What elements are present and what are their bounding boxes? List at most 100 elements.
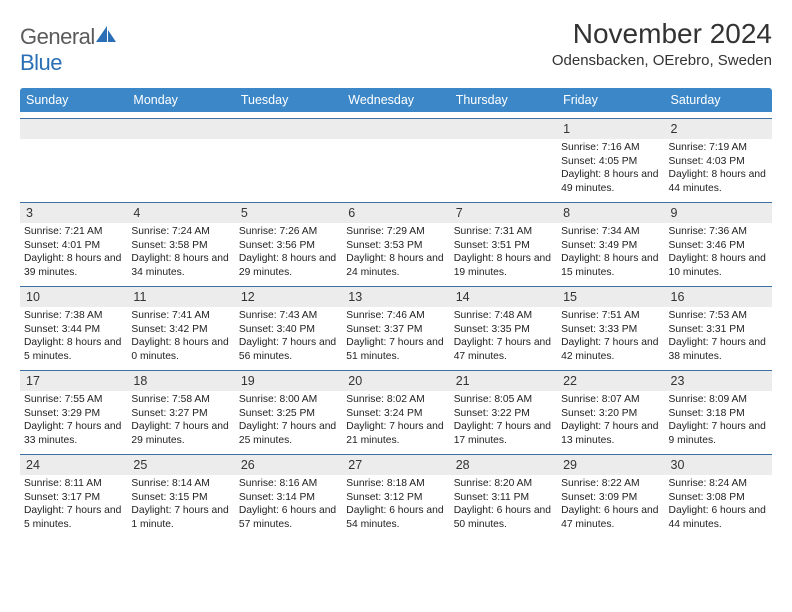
day-details: Sunrise: 7:41 AMSunset: 3:42 PMDaylight:… xyxy=(127,307,234,367)
empty-day xyxy=(235,118,342,139)
sunset-text: Sunset: 3:18 PM xyxy=(669,407,768,421)
day-number: 18 xyxy=(127,370,234,391)
calendar-grid: Sunday Monday Tuesday Wednesday Thursday… xyxy=(20,88,772,538)
sail-icon xyxy=(96,26,116,47)
day-number: 16 xyxy=(665,286,772,307)
daylight-text: Daylight: 8 hours and 49 minutes. xyxy=(561,168,660,195)
daylight-text: Daylight: 7 hours and 25 minutes. xyxy=(239,420,338,447)
sunrise-text: Sunrise: 7:34 AM xyxy=(561,225,660,239)
daylight-text: Daylight: 8 hours and 10 minutes. xyxy=(669,252,768,279)
calendar-day-cell: 23Sunrise: 8:09 AMSunset: 3:18 PMDayligh… xyxy=(665,370,772,454)
sunset-text: Sunset: 3:53 PM xyxy=(346,239,445,253)
sunset-text: Sunset: 3:25 PM xyxy=(239,407,338,421)
day-number: 7 xyxy=(450,202,557,223)
daylight-text: Daylight: 8 hours and 29 minutes. xyxy=(239,252,338,279)
day-number: 4 xyxy=(127,202,234,223)
day-details: Sunrise: 7:24 AMSunset: 3:58 PMDaylight:… xyxy=(127,223,234,283)
daylight-text: Daylight: 8 hours and 5 minutes. xyxy=(24,336,123,363)
day-details: Sunrise: 8:22 AMSunset: 3:09 PMDaylight:… xyxy=(557,475,664,535)
calendar-day-cell: 13Sunrise: 7:46 AMSunset: 3:37 PMDayligh… xyxy=(342,286,449,370)
sunset-text: Sunset: 3:37 PM xyxy=(346,323,445,337)
calendar-week-row: 17Sunrise: 7:55 AMSunset: 3:29 PMDayligh… xyxy=(20,370,772,454)
day-details: Sunrise: 8:20 AMSunset: 3:11 PMDaylight:… xyxy=(450,475,557,535)
calendar-day-cell: 15Sunrise: 7:51 AMSunset: 3:33 PMDayligh… xyxy=(557,286,664,370)
day-number: 15 xyxy=(557,286,664,307)
daylight-text: Daylight: 7 hours and 56 minutes. xyxy=(239,336,338,363)
calendar-day-cell xyxy=(235,118,342,202)
empty-day xyxy=(342,118,449,139)
calendar-day-cell: 7Sunrise: 7:31 AMSunset: 3:51 PMDaylight… xyxy=(450,202,557,286)
sunrise-text: Sunrise: 7:38 AM xyxy=(24,309,123,323)
day-details: Sunrise: 7:48 AMSunset: 3:35 PMDaylight:… xyxy=(450,307,557,367)
day-number: 2 xyxy=(665,118,772,139)
calendar-week-row: 10Sunrise: 7:38 AMSunset: 3:44 PMDayligh… xyxy=(20,286,772,370)
day-details: Sunrise: 7:38 AMSunset: 3:44 PMDaylight:… xyxy=(20,307,127,367)
calendar-day-cell: 25Sunrise: 8:14 AMSunset: 3:15 PMDayligh… xyxy=(127,454,234,538)
calendar-day-cell: 11Sunrise: 7:41 AMSunset: 3:42 PMDayligh… xyxy=(127,286,234,370)
calendar-day-cell: 12Sunrise: 7:43 AMSunset: 3:40 PMDayligh… xyxy=(235,286,342,370)
sunset-text: Sunset: 3:11 PM xyxy=(454,491,553,505)
sunrise-text: Sunrise: 8:07 AM xyxy=(561,393,660,407)
weekday-header-row: Sunday Monday Tuesday Wednesday Thursday… xyxy=(20,88,772,112)
calendar-day-cell: 9Sunrise: 7:36 AMSunset: 3:46 PMDaylight… xyxy=(665,202,772,286)
day-details: Sunrise: 8:02 AMSunset: 3:24 PMDaylight:… xyxy=(342,391,449,451)
day-details: Sunrise: 7:19 AMSunset: 4:03 PMDaylight:… xyxy=(665,139,772,199)
brand-logo: General Blue xyxy=(20,18,116,76)
daylight-text: Daylight: 6 hours and 44 minutes. xyxy=(669,504,768,531)
daylight-text: Daylight: 6 hours and 50 minutes. xyxy=(454,504,553,531)
sunrise-text: Sunrise: 7:19 AM xyxy=(669,141,768,155)
day-details: Sunrise: 7:36 AMSunset: 3:46 PMDaylight:… xyxy=(665,223,772,283)
daylight-text: Daylight: 7 hours and 33 minutes. xyxy=(24,420,123,447)
sunset-text: Sunset: 3:12 PM xyxy=(346,491,445,505)
daylight-text: Daylight: 8 hours and 0 minutes. xyxy=(131,336,230,363)
sunset-text: Sunset: 3:08 PM xyxy=(669,491,768,505)
day-number: 29 xyxy=(557,454,664,475)
calendar-week-row: 1Sunrise: 7:16 AMSunset: 4:05 PMDaylight… xyxy=(20,118,772,202)
calendar-day-cell: 10Sunrise: 7:38 AMSunset: 3:44 PMDayligh… xyxy=(20,286,127,370)
day-details: Sunrise: 7:34 AMSunset: 3:49 PMDaylight:… xyxy=(557,223,664,283)
sunset-text: Sunset: 3:09 PM xyxy=(561,491,660,505)
empty-day xyxy=(127,118,234,139)
title-block: November 2024 Odensbacken, OErebro, Swed… xyxy=(552,18,772,69)
day-details: Sunrise: 8:16 AMSunset: 3:14 PMDaylight:… xyxy=(235,475,342,535)
sunrise-text: Sunrise: 7:53 AM xyxy=(669,309,768,323)
page-title: November 2024 xyxy=(552,18,772,50)
daylight-text: Daylight: 7 hours and 9 minutes. xyxy=(669,420,768,447)
day-number: 21 xyxy=(450,370,557,391)
daylight-text: Daylight: 8 hours and 44 minutes. xyxy=(669,168,768,195)
daylight-text: Daylight: 8 hours and 15 minutes. xyxy=(561,252,660,279)
sunset-text: Sunset: 4:03 PM xyxy=(669,155,768,169)
weekday-header: Friday xyxy=(557,88,664,112)
daylight-text: Daylight: 7 hours and 17 minutes. xyxy=(454,420,553,447)
empty-day xyxy=(20,118,127,139)
weekday-header: Monday xyxy=(127,88,234,112)
daylight-text: Daylight: 8 hours and 34 minutes. xyxy=(131,252,230,279)
calendar-day-cell: 1Sunrise: 7:16 AMSunset: 4:05 PMDaylight… xyxy=(557,118,664,202)
calendar-day-cell: 6Sunrise: 7:29 AMSunset: 3:53 PMDaylight… xyxy=(342,202,449,286)
day-number: 27 xyxy=(342,454,449,475)
logo-word-general: General xyxy=(20,24,95,49)
day-details: Sunrise: 8:07 AMSunset: 3:20 PMDaylight:… xyxy=(557,391,664,451)
day-details: Sunrise: 7:55 AMSunset: 3:29 PMDaylight:… xyxy=(20,391,127,451)
sunrise-text: Sunrise: 7:29 AM xyxy=(346,225,445,239)
calendar-day-cell: 21Sunrise: 8:05 AMSunset: 3:22 PMDayligh… xyxy=(450,370,557,454)
daylight-text: Daylight: 7 hours and 5 minutes. xyxy=(24,504,123,531)
sunrise-text: Sunrise: 7:31 AM xyxy=(454,225,553,239)
sunrise-text: Sunrise: 7:16 AM xyxy=(561,141,660,155)
weekday-header: Tuesday xyxy=(235,88,342,112)
calendar-day-cell: 29Sunrise: 8:22 AMSunset: 3:09 PMDayligh… xyxy=(557,454,664,538)
daylight-text: Daylight: 7 hours and 42 minutes. xyxy=(561,336,660,363)
daylight-text: Daylight: 6 hours and 47 minutes. xyxy=(561,504,660,531)
sunrise-text: Sunrise: 8:22 AM xyxy=(561,477,660,491)
day-details: Sunrise: 7:26 AMSunset: 3:56 PMDaylight:… xyxy=(235,223,342,283)
day-number: 12 xyxy=(235,286,342,307)
calendar-day-cell xyxy=(342,118,449,202)
calendar-day-cell: 14Sunrise: 7:48 AMSunset: 3:35 PMDayligh… xyxy=(450,286,557,370)
daylight-text: Daylight: 6 hours and 54 minutes. xyxy=(346,504,445,531)
day-number: 14 xyxy=(450,286,557,307)
calendar-day-cell xyxy=(20,118,127,202)
sunset-text: Sunset: 3:56 PM xyxy=(239,239,338,253)
daylight-text: Daylight: 7 hours and 47 minutes. xyxy=(454,336,553,363)
calendar-day-cell: 19Sunrise: 8:00 AMSunset: 3:25 PMDayligh… xyxy=(235,370,342,454)
sunrise-text: Sunrise: 8:18 AM xyxy=(346,477,445,491)
